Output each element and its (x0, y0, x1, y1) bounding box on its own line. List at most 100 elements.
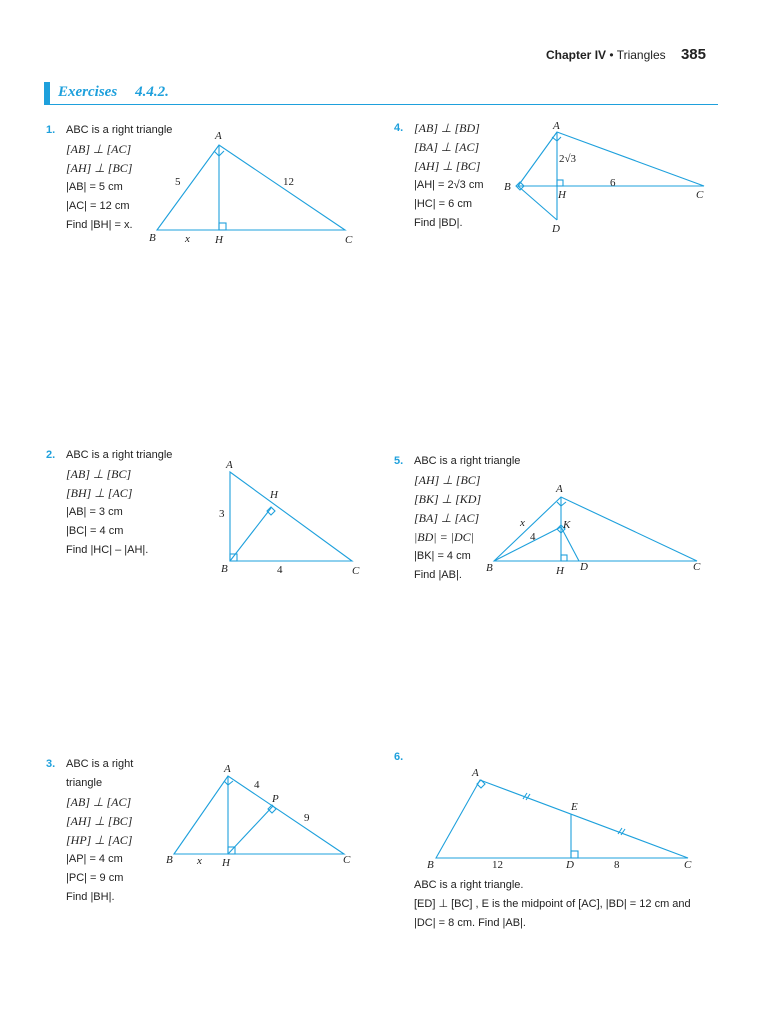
exercise-6-figure: A B C D E 12 8 (427, 767, 692, 871)
exercise-2: 2. ABC is a right triangle [AB] ⊥ [BC] [… (46, 446, 173, 560)
length-label: x (184, 233, 190, 245)
vertex-label: H (221, 857, 231, 869)
exercise-line: |AH| = 2√3 cm (414, 179, 484, 191)
exercise-line: |AP| = 4 cm (66, 853, 123, 865)
right-angle-mark (267, 804, 277, 814)
vertex-label: C (343, 854, 351, 866)
exercise-line: [AH] ⊥ [BC] (66, 814, 133, 828)
vertex-label: A (223, 763, 231, 775)
right-angle-mark (556, 524, 566, 534)
vertex-label: H (269, 489, 279, 501)
altitude-bh (229, 507, 272, 562)
exercise-line: ABC is a right triangle. (414, 879, 524, 891)
vertex-label: B (427, 859, 434, 871)
exercise-5: 5. ABC is a right triangle [AH] ⊥ [BC] [… (394, 452, 520, 585)
exercise-line: |AC| = 12 cm (66, 200, 130, 212)
vertex-label: D (551, 223, 560, 235)
exercise-line: |HC| = 6 cm (414, 198, 472, 210)
exercise-number: 3. (46, 758, 56, 770)
exercise-line: [AB] ⊥ [BD] (414, 121, 480, 135)
exercise-5-figure: A B C H D K x 4 (486, 483, 701, 577)
exercise-line: [BA] ⊥ [AC] (414, 511, 480, 525)
exercise-line: ABC is a right (66, 758, 134, 770)
exercise-3-figure: A B C H P 4 9 x (166, 763, 351, 869)
right-angle-mark (229, 553, 238, 562)
triangle-abc (155, 144, 347, 231)
right-angle-mark (515, 181, 525, 191)
exercise-line: [BK] ⊥ [KD] (414, 492, 482, 506)
tick-mark (620, 828, 626, 836)
right-angle-mark (227, 846, 236, 855)
vertex-label: B (166, 854, 173, 866)
exercise-number: 4. (394, 122, 404, 134)
right-angle-mark (560, 554, 568, 562)
exercise-line: [AH] ⊥ [BC] (66, 161, 133, 175)
exercise-line: ABC is a right triangle (66, 449, 173, 461)
right-angle-mark (213, 150, 225, 157)
right-angle-mark (218, 222, 227, 231)
exercise-1-figure: A B C H 5 12 x (149, 130, 353, 246)
exercise-line: [ED] ⊥ [BC] , E is the midpoint of [AC],… (414, 898, 691, 910)
vertex-label: C (352, 565, 360, 577)
length-label: 9 (304, 812, 310, 824)
length-label: 3 (219, 508, 225, 520)
vertex-label: C (684, 859, 692, 871)
tick-mark (522, 792, 528, 800)
header-bullet: • (609, 48, 614, 62)
section-marker (44, 82, 50, 104)
right-angle-mark (223, 780, 234, 786)
exercise-line: [AB] ⊥ [AC] (66, 795, 132, 809)
exercise-1: 1. ABC is a right triangle [AB] ⊥ [AC] [… (46, 121, 172, 235)
segment-bd (517, 185, 558, 221)
vertex-label: B (149, 232, 156, 244)
length-label: 12 (283, 176, 294, 188)
vertex-label: P (271, 793, 279, 805)
exercise-number: 1. (46, 124, 56, 136)
segment-kd (560, 526, 580, 562)
vertex-label: B (221, 563, 228, 575)
exercise-line: [BA] ⊥ [AC] (414, 140, 480, 154)
vertex-label: C (345, 234, 353, 246)
triangle-abc (435, 779, 689, 859)
page-number: 385 (680, 46, 706, 63)
vertex-label: K (562, 519, 571, 531)
tick-mark (525, 793, 531, 801)
vertex-label: A (552, 120, 560, 132)
exercise-number: 6. (394, 751, 404, 763)
vertex-label: B (504, 181, 511, 193)
vertex-label: D (565, 859, 574, 871)
segment-bk (493, 526, 562, 562)
triangle-abc (172, 775, 346, 855)
vertex-label: D (579, 561, 588, 573)
vertex-label: B (486, 562, 493, 574)
length-label: x (519, 517, 525, 529)
length-label: 5 (175, 176, 181, 188)
exercise-line: [BH] ⊥ [AC] (66, 486, 133, 500)
triangle-abc (516, 131, 705, 187)
right-angle-mark (570, 850, 579, 859)
exercise-line: |BK| = 4 cm (414, 550, 471, 562)
length-label: 6 (610, 177, 616, 189)
exercise-line: triangle (66, 777, 103, 789)
vertex-label: C (696, 189, 704, 201)
exercise-line: Find |BD|. (414, 217, 463, 229)
vertex-label: E (570, 801, 578, 813)
vertex-label: A (555, 483, 563, 495)
exercise-line: [AB] ⊥ [AC] (66, 142, 132, 156)
exercise-line: |AB| = 5 cm (66, 181, 123, 193)
section-number: 4.4.2. (135, 84, 169, 100)
exercise-line: Find |HC| – |AH|. (66, 544, 149, 556)
exercise-6-text: ABC is a right triangle. [ED] ⊥ [BC] , E… (414, 876, 724, 933)
section-title: Exercises 4.4.2. (58, 84, 187, 101)
vertex-label: A (214, 130, 222, 142)
vertex-label: H (214, 234, 224, 246)
exercise-line: |BD| = |DC| (414, 530, 474, 544)
chapter-label: Chapter IV (546, 48, 607, 62)
exercise-line: |AB| = 3 cm (66, 506, 123, 518)
right-angle-mark (266, 506, 276, 516)
length-label: 4 (277, 564, 283, 576)
section-label: Exercises (58, 84, 118, 100)
triangle-abc (492, 496, 698, 562)
exercise-line: [AH] ⊥ [BC] (414, 473, 481, 487)
right-angle-mark (476, 779, 486, 789)
